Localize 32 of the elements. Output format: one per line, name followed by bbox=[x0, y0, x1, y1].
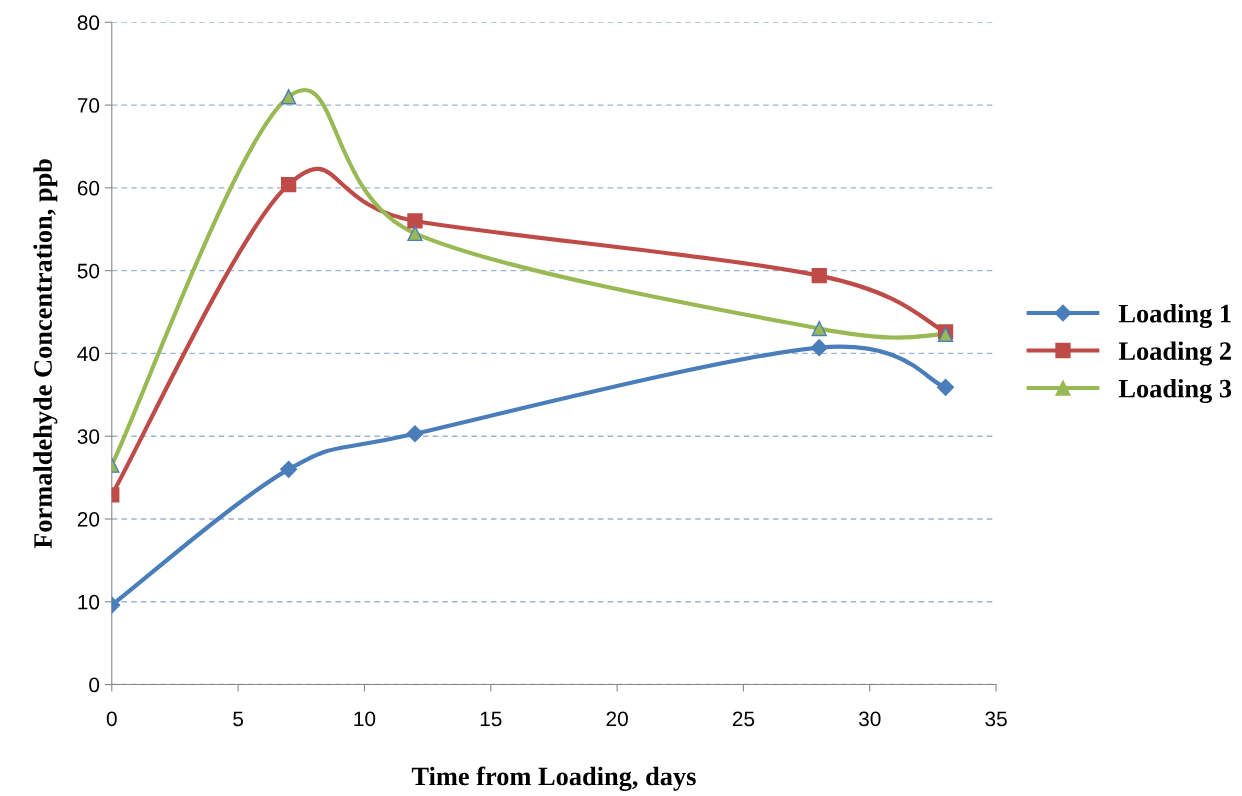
point bbox=[810, 339, 828, 357]
x-tick-label: 20 bbox=[606, 711, 628, 727]
x-tick-label: 30 bbox=[858, 711, 881, 727]
point bbox=[280, 460, 298, 478]
y-tick-label: 80 bbox=[77, 15, 100, 31]
x-tick-label: 0 bbox=[106, 711, 117, 727]
legend-label: Loading 1 bbox=[1118, 303, 1231, 329]
point bbox=[937, 378, 955, 396]
x-tick-label: 10 bbox=[354, 711, 376, 727]
y-tick-label: 30 bbox=[77, 429, 100, 444]
y-tick-label: 50 bbox=[77, 263, 100, 279]
point bbox=[811, 267, 827, 284]
y-tick-label: 10 bbox=[78, 594, 100, 610]
y-tick-label: 40 bbox=[77, 346, 100, 362]
point bbox=[406, 425, 424, 443]
x-axis-title: Time from Loading, days bbox=[411, 766, 696, 791]
y-tick-label: 70 bbox=[77, 98, 100, 113]
y-tick-label: 60 bbox=[77, 180, 100, 196]
y-tick-label: 0 bbox=[89, 677, 100, 693]
point bbox=[407, 213, 423, 229]
y-axis-title: Formaldehyde Concentration, ppb bbox=[33, 159, 58, 549]
point bbox=[407, 225, 423, 242]
y-tick-label: 20 bbox=[77, 511, 100, 527]
point bbox=[281, 89, 297, 105]
legend-label: Loading 2 bbox=[1118, 341, 1231, 366]
point bbox=[281, 176, 297, 193]
x-tick-label: 35 bbox=[985, 711, 1007, 727]
legend-label: Loading 3 bbox=[1118, 378, 1232, 404]
point bbox=[811, 320, 827, 337]
x-tick-label: 15 bbox=[480, 711, 502, 727]
x-tick-label: 25 bbox=[732, 711, 755, 727]
x-tick-label: 5 bbox=[233, 711, 244, 727]
